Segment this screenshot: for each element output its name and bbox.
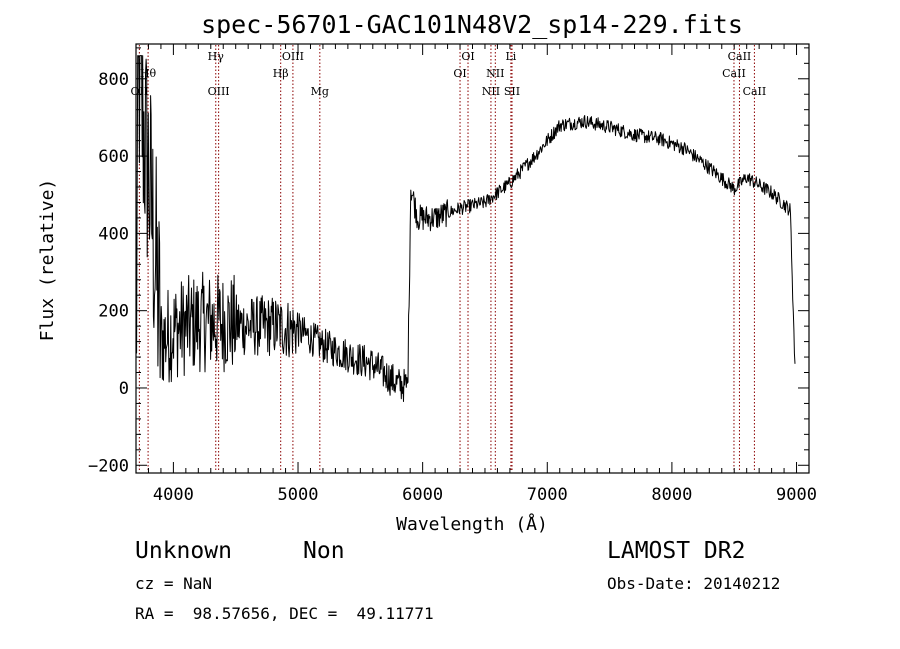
plot-frame [135, 43, 810, 474]
coordinates: RA = 98.57656, DEC = 49.11771 [135, 604, 434, 623]
axis-tick-labels: 4000 5000 6000 7000 8000 9000 −200 0 200 400 600 80… [88, 70, 817, 505]
emission-line-label: CaII [743, 85, 767, 98]
spectrum-line [135, 55, 796, 402]
y-axis-label: Flux (relative) [37, 179, 58, 342]
y-tick-label: 200 [98, 302, 129, 322]
y-tick-label: 400 [98, 224, 129, 244]
chart-title: spec-56701-GAC101N48V2_sp14-229.fits [201, 10, 743, 39]
emission-line-label: Li [505, 50, 516, 63]
survey-name: LAMOST DR2 [607, 538, 746, 564]
object-subclass: Non [303, 538, 345, 564]
y-tick-label: 800 [98, 70, 129, 90]
emission-line-label: OI [461, 50, 474, 63]
emission-line-label: NII [486, 67, 504, 80]
emission-line-label: OIII [282, 50, 304, 63]
x-tick-label: 7000 [527, 485, 568, 505]
emission-line-label: Mg [311, 85, 329, 98]
observation-date: Obs-Date: 20140212 [607, 574, 781, 593]
emission-line-label: Hβ [273, 67, 289, 80]
redshift-cz: cz = NaN [135, 574, 213, 593]
emission-line-label: CaII [728, 50, 752, 63]
emission-line-markers [138, 45, 755, 472]
y-tick-label: 600 [98, 147, 129, 167]
emission-line-label: OIII [208, 85, 230, 98]
x-tick-label: 4000 [153, 485, 194, 505]
emission-line-label: CaII [722, 67, 746, 80]
y-tick-label: −200 [88, 456, 129, 476]
emission-line-labels: OIIHθHγOIIIHβOIIIMgOIOINIINIILiSIICaIICa… [131, 50, 767, 98]
emission-line-label: Hγ [208, 50, 225, 63]
emission-line-label: Hθ [140, 67, 157, 80]
emission-line-label: OII [131, 85, 149, 98]
axis-ticks [135, 44, 810, 473]
object-class: Unknown [135, 538, 232, 564]
x-axis-label: Wavelength (Å) [396, 513, 548, 535]
x-tick-label: 8000 [651, 485, 692, 505]
emission-line-label: OI [453, 67, 466, 80]
emission-line-label: NII [482, 85, 500, 98]
x-tick-label: 9000 [776, 485, 817, 505]
emission-line-label: SII [504, 85, 520, 98]
y-tick-label: 0 [119, 379, 129, 399]
x-tick-label: 5000 [278, 485, 319, 505]
x-tick-label: 6000 [402, 485, 443, 505]
